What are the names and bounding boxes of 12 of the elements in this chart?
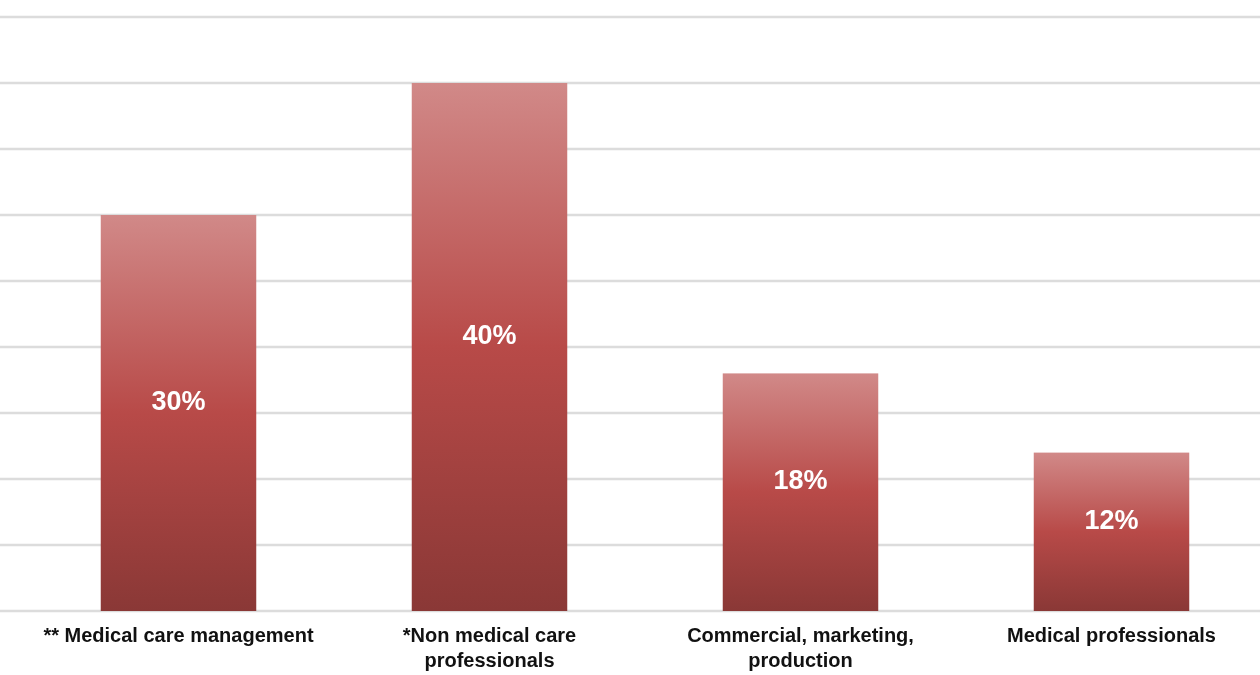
- x-tick-label: ** Medical care management: [43, 624, 314, 646]
- bar: [1033, 452, 1190, 611]
- data-label: 40%: [462, 320, 517, 351]
- data-label: 30%: [151, 386, 206, 417]
- x-tick-label: Medical professionals: [1007, 624, 1216, 646]
- bar: [100, 215, 257, 611]
- data-label: 12%: [1084, 504, 1139, 535]
- x-tick-label: Commercial, marketing, production: [687, 624, 914, 671]
- x-tick-label: *Non medical care professionals: [402, 624, 577, 671]
- bar: [411, 83, 568, 611]
- bar: [722, 373, 879, 611]
- data-label: 18%: [773, 465, 828, 496]
